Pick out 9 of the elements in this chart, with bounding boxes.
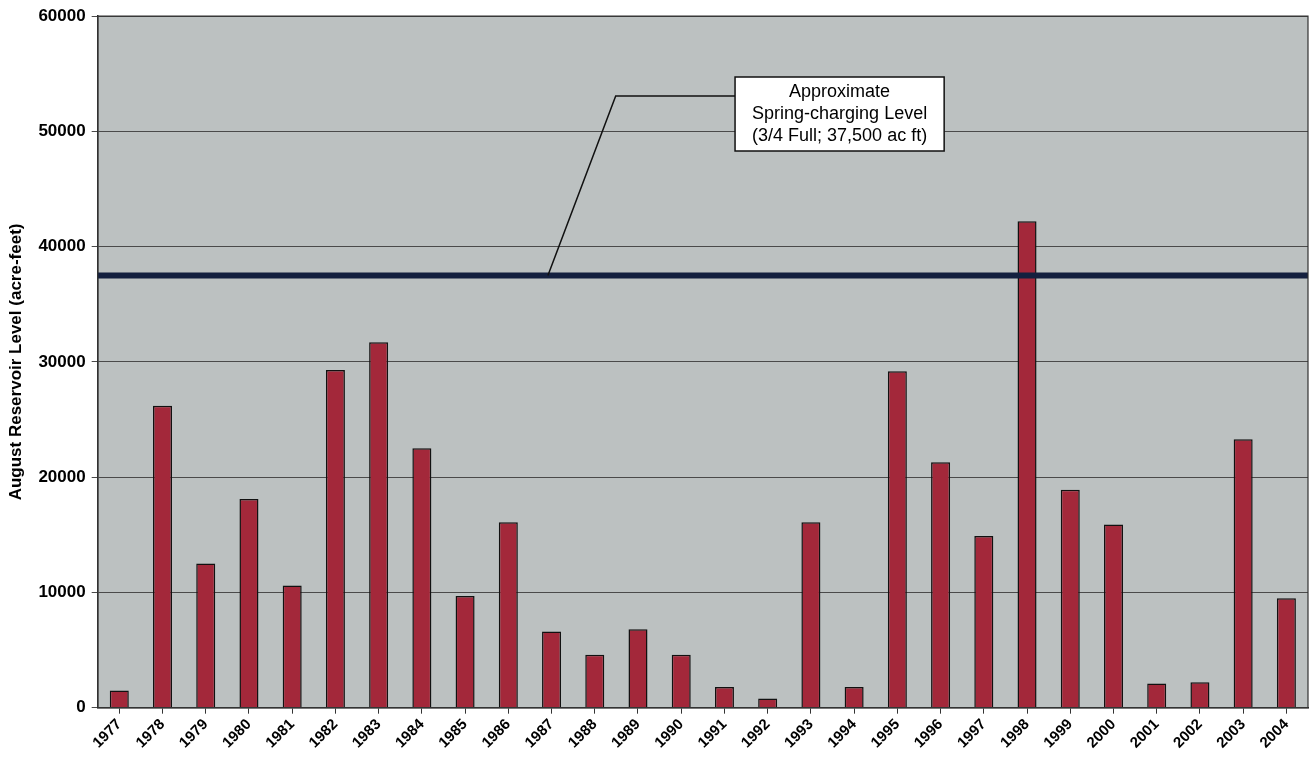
y-tick-label: 20000 [38, 466, 86, 486]
y-tick-label: 50000 [38, 121, 86, 141]
ref-line-label: Approximate Spring-charging Level (3/4 Full; 37,500 ac ft) [752, 81, 928, 146]
y-tick-label: 60000 [38, 5, 86, 25]
y-tick-label: 0 [76, 697, 86, 717]
y-axis-title: August Reservoir Level (acre-feet) [5, 223, 25, 501]
y-tick-label: 40000 [38, 236, 86, 256]
y-tick-label: 10000 [38, 582, 86, 602]
y-tick-label: 30000 [38, 351, 86, 371]
